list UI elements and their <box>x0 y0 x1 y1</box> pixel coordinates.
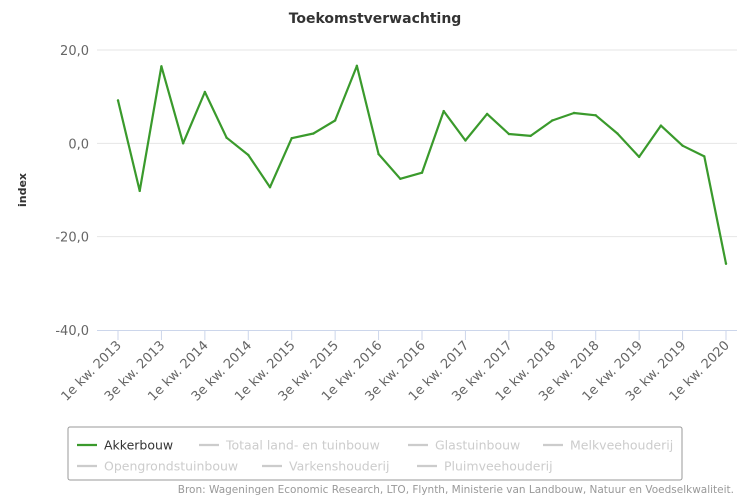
legend-item-akkerbouw[interactable]: Akkerbouw <box>77 438 173 453</box>
data-point[interactable] <box>681 144 684 147</box>
data-point[interactable] <box>203 90 207 94</box>
legend-item-varkenshouderij[interactable]: Varkenshouderij <box>262 459 390 474</box>
y-tick-label: 0,0 <box>68 137 89 152</box>
data-point[interactable] <box>572 111 576 115</box>
y-tick-label: 20,0 <box>60 44 89 59</box>
data-point[interactable] <box>333 119 337 122</box>
y-tick-label: -40,0 <box>55 324 89 339</box>
data-point[interactable] <box>724 262 728 265</box>
data-point[interactable] <box>116 99 120 102</box>
data-point[interactable] <box>268 186 272 189</box>
y-axis-ticks: 20,0 0,0 -20,0 -40,0 <box>55 44 89 339</box>
data-point[interactable] <box>420 171 424 174</box>
legend-item-opengrondstuinbouw[interactable]: Opengrondstuinbouw <box>77 459 238 474</box>
legend-label: Opengrondstuinbouw <box>104 459 238 474</box>
legend-label: Melkveehouderij <box>570 438 673 453</box>
data-point[interactable] <box>181 142 185 145</box>
data-point[interactable] <box>442 109 445 113</box>
data-point[interactable] <box>551 119 554 122</box>
data-point[interactable] <box>594 114 597 117</box>
data-point[interactable] <box>637 155 641 159</box>
data-point[interactable] <box>659 124 663 127</box>
data-point[interactable] <box>355 64 359 68</box>
legend-item-totaal-land-en-tuinbouw[interactable]: Totaal land- en tuinbouw <box>199 438 380 453</box>
legend-label: Totaal land- en tuinbouw <box>225 438 380 453</box>
gridlines <box>97 49 737 238</box>
y-tick-label: -20,0 <box>55 231 89 246</box>
legend-item-melkveehouderij[interactable]: Melkveehouderij <box>543 438 673 453</box>
legend-label: Glastuinbouw <box>435 438 520 453</box>
data-point[interactable] <box>529 134 532 138</box>
data-point[interactable] <box>377 152 380 156</box>
data-point[interactable] <box>290 137 293 140</box>
series-group <box>116 64 728 265</box>
legend-item-glastuinbouw[interactable]: Glastuinbouw <box>408 438 520 453</box>
data-point[interactable] <box>225 136 228 139</box>
y-axis-label: index <box>16 173 29 207</box>
legend-item-pluimveehouderij[interactable]: Pluimveehouderij <box>417 459 553 474</box>
data-point[interactable] <box>616 132 619 135</box>
x-axis-tickmarks <box>117 330 727 340</box>
series-line-akkerbouw[interactable] <box>116 64 728 265</box>
legend-box <box>67 426 683 481</box>
data-point[interactable] <box>399 177 402 180</box>
data-point[interactable] <box>312 132 315 135</box>
data-point[interactable] <box>507 132 511 136</box>
data-point[interactable] <box>247 153 250 157</box>
data-point[interactable] <box>138 189 141 193</box>
data-point[interactable] <box>485 112 489 116</box>
chart-title: Toekomstverwachting <box>289 11 462 27</box>
legend-label: Pluimveehouderij <box>444 459 553 474</box>
legend-label: Varkenshouderij <box>289 459 390 474</box>
data-point[interactable] <box>160 65 163 68</box>
data-point[interactable] <box>464 139 467 142</box>
legend: Akkerbouw Totaal land- en tuinbouw Glastui… <box>67 426 683 481</box>
credits: Bron: Wageningen Economic Research, LTO,… <box>178 484 734 496</box>
legend-label: Akkerbouw <box>104 438 173 453</box>
data-point[interactable] <box>703 155 706 158</box>
